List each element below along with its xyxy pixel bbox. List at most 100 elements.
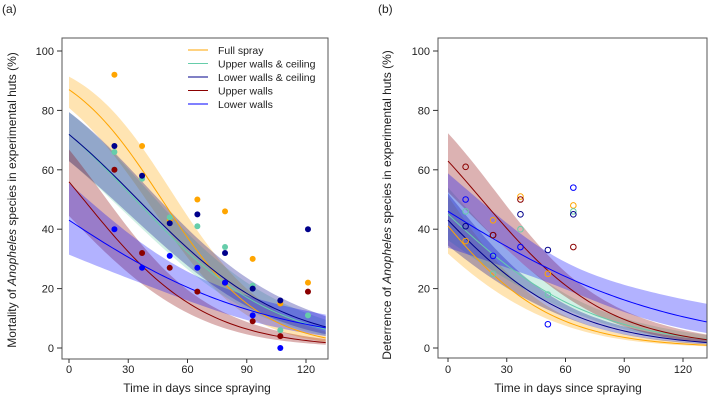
x-tick-label: 90 <box>241 364 253 376</box>
data-point <box>249 285 256 292</box>
data-point <box>249 255 256 262</box>
y-tick-label: 20 <box>42 284 54 296</box>
ylabel-part: species in experimental huts (%) <box>5 52 19 229</box>
y-tick-label: 100 <box>36 46 54 58</box>
data-point <box>194 223 201 230</box>
data-point <box>570 202 577 209</box>
fit-line <box>447 225 707 346</box>
data-point <box>277 345 284 351</box>
panel-a-ylabel: Mortality of Anopheles species in experi… <box>5 52 19 347</box>
x-tick-label: 120 <box>674 364 692 376</box>
data-point <box>544 246 552 254</box>
data-point <box>222 249 229 256</box>
x-tick-label: 30 <box>122 364 134 376</box>
panel-a-xlabel: Time in days since spraying <box>123 381 271 395</box>
data-point <box>544 291 552 298</box>
x-tick-label: 0 <box>445 364 451 376</box>
confidence-band <box>69 76 326 342</box>
ylabel-species: Anopheles <box>380 227 394 285</box>
y-tick-label: 80 <box>418 105 430 117</box>
data-point <box>111 143 118 150</box>
x-tick-label: 0 <box>66 364 72 376</box>
plot-area <box>68 71 326 351</box>
x-tick-label: 60 <box>181 364 193 376</box>
y-tick-label: 60 <box>418 165 430 177</box>
data-point <box>139 249 146 256</box>
data-point <box>277 327 284 334</box>
data-point <box>222 244 229 251</box>
data-point <box>111 166 118 173</box>
data-point <box>194 196 201 203</box>
data-point <box>304 226 311 233</box>
y-tick-label: 0 <box>48 343 54 355</box>
data-point <box>570 184 577 191</box>
y-tick-label: 80 <box>42 105 54 117</box>
x-tick-label: 30 <box>501 364 513 376</box>
data-point <box>462 222 469 230</box>
data-point <box>139 264 146 271</box>
data-point <box>194 211 201 218</box>
confidence-band <box>69 149 326 345</box>
x-tick-label: 60 <box>559 364 571 376</box>
confidence-band <box>69 112 326 335</box>
data-point <box>544 270 552 278</box>
legend-label: Lower walls <box>218 99 273 111</box>
panel-b-ylabel: Deterrence of Anopheles species in exper… <box>380 50 394 360</box>
confidence-band <box>69 183 326 337</box>
data-point <box>304 279 311 286</box>
data-point <box>139 172 146 179</box>
data-point <box>489 252 497 260</box>
data-point <box>139 143 146 150</box>
ylabel-species: Anopheles <box>5 229 19 287</box>
panel-b-xlabel: Time in days since spraying <box>494 381 642 395</box>
data-point <box>462 208 469 215</box>
data-point <box>544 320 552 328</box>
data-point <box>304 312 311 319</box>
panel-b-label: (b) <box>378 2 393 16</box>
data-point <box>304 288 311 295</box>
data-point <box>517 211 524 218</box>
fit-line <box>68 89 326 339</box>
y-tick-label: 40 <box>418 224 430 236</box>
fit-line <box>68 134 326 330</box>
data-point <box>517 196 524 203</box>
data-point <box>111 148 118 155</box>
legend-label: Upper walls <box>218 86 273 98</box>
data-point <box>570 208 577 215</box>
data-point <box>166 214 173 221</box>
panel-a: 0 30 60 90 120 0 20 40 60 80 100 Full spray Upper wa… <box>36 37 329 376</box>
data-point <box>489 231 497 239</box>
data-point <box>222 208 229 215</box>
data-point <box>111 226 118 233</box>
data-point <box>249 318 256 325</box>
data-point <box>166 264 173 271</box>
data-point <box>194 264 201 271</box>
fit-line <box>447 213 707 340</box>
data-point <box>489 216 497 224</box>
confidence-band <box>448 187 707 343</box>
fit-line <box>68 134 326 328</box>
confidence-band <box>448 173 707 333</box>
data-point <box>570 211 577 218</box>
ylabel-part: Deterrence of <box>380 284 394 360</box>
data-point <box>489 270 497 278</box>
data-point <box>517 225 524 233</box>
plot-area <box>447 133 707 347</box>
panel-a-label: (a) <box>2 2 17 16</box>
fit-line <box>447 219 707 344</box>
data-point <box>462 196 469 203</box>
ylabel-part: Mortality of <box>5 286 19 348</box>
data-point <box>517 193 524 200</box>
y-tick-label: 0 <box>424 343 430 355</box>
panel-b: 0 30 60 90 120 0 20 40 60 80 100 <box>412 37 708 376</box>
data-point <box>277 333 284 340</box>
y-tick-label: 40 <box>42 224 54 236</box>
data-point <box>194 288 201 295</box>
data-point <box>166 252 173 259</box>
legend-label: Upper walls & ceiling <box>218 59 316 71</box>
data-point <box>462 237 469 245</box>
data-point <box>166 220 173 227</box>
confidence-band <box>69 112 326 336</box>
